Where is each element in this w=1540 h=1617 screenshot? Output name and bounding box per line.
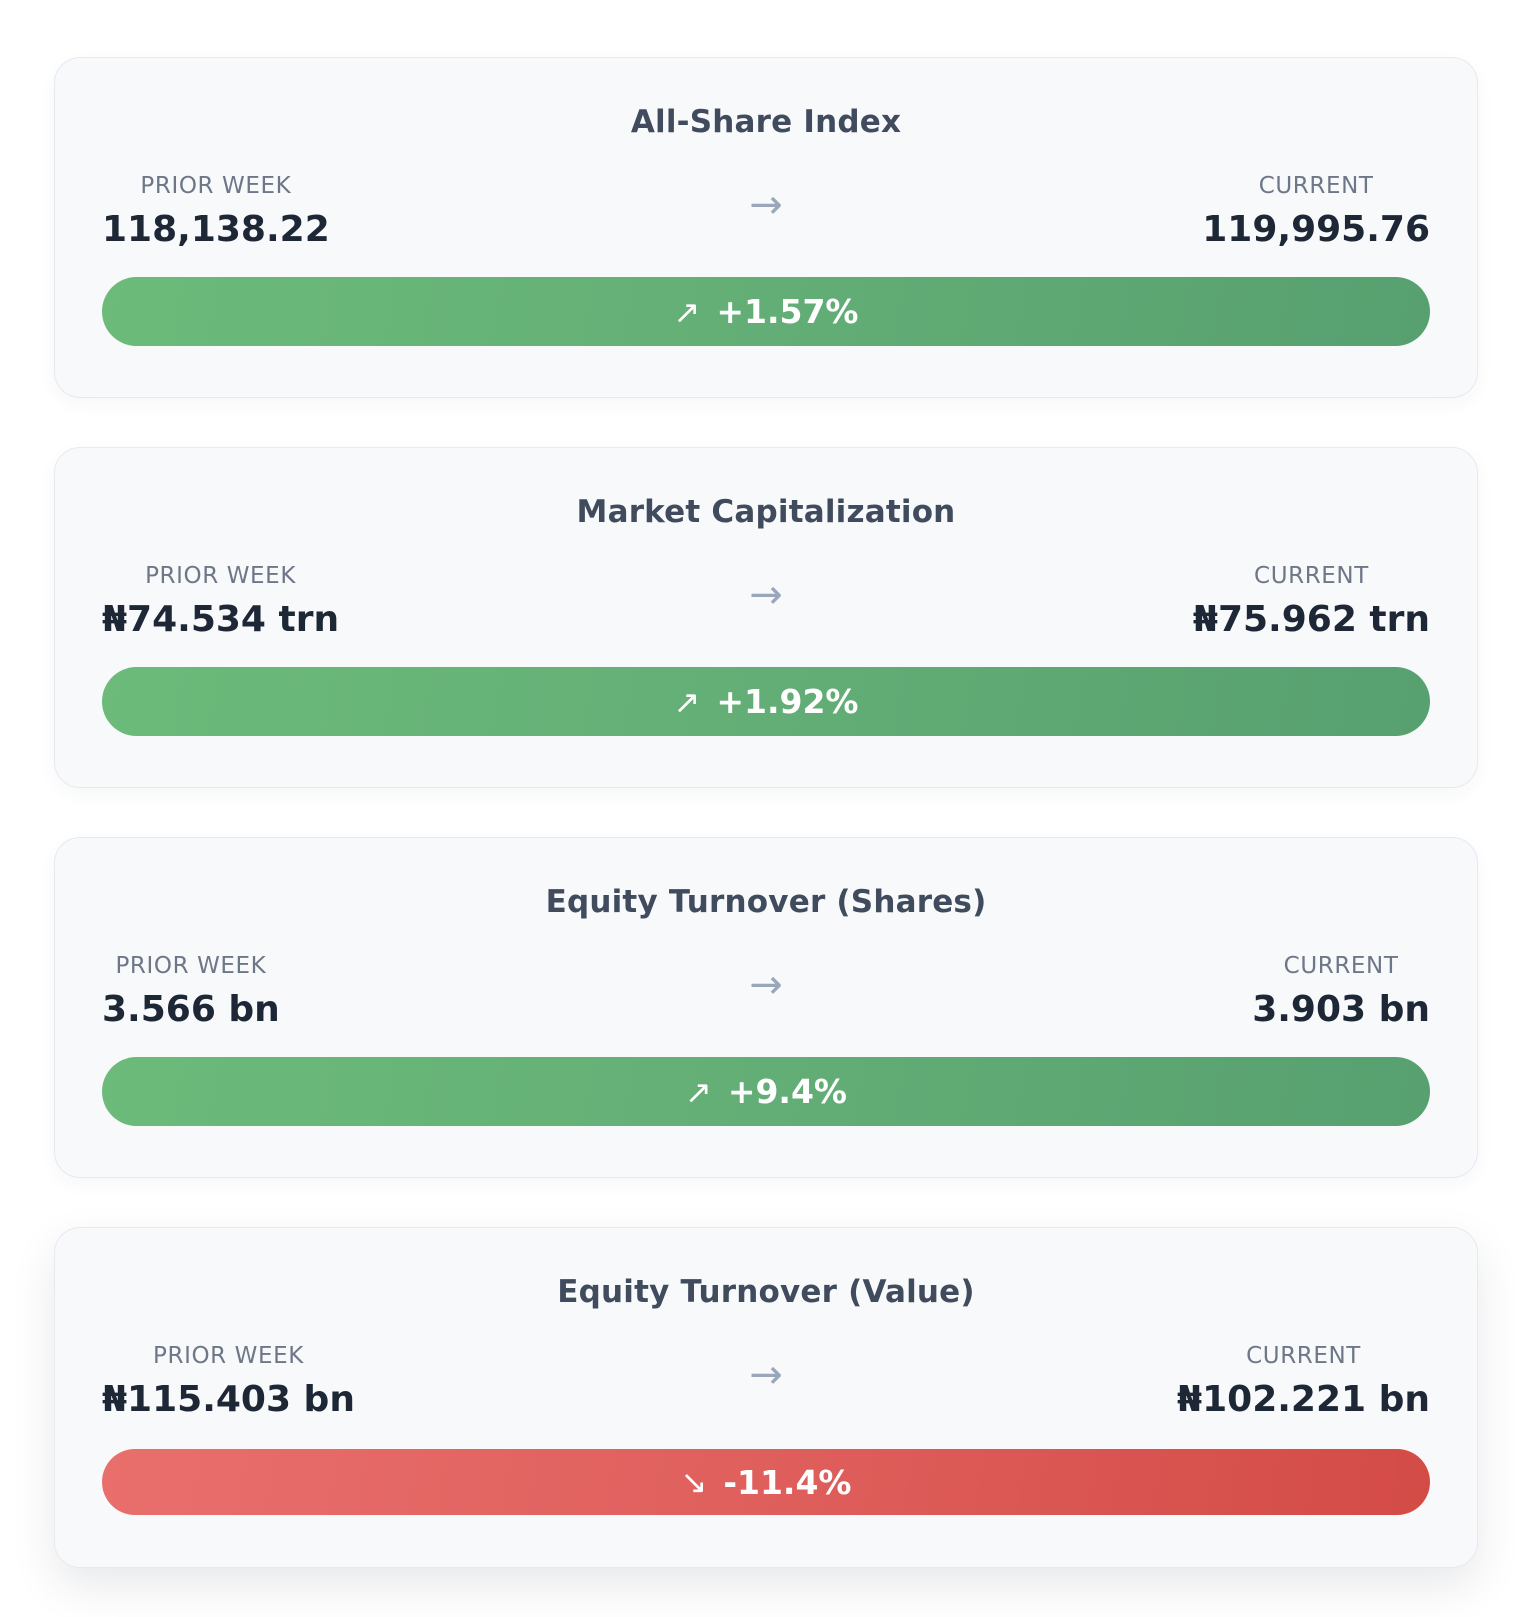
prior-week-block: PRIOR WEEK 118,138.22	[102, 173, 330, 250]
current-label: CURRENT	[1254, 563, 1369, 589]
change-bar: ↗ +1.92%	[102, 667, 1430, 736]
card-equity-turnover-shares: Equity Turnover (Shares) PRIOR WEEK 3.56…	[54, 837, 1478, 1178]
change-value: +1.92%	[716, 682, 859, 721]
card-equity-turnover-value: Equity Turnover (Value) PRIOR WEEK ₦115.…	[54, 1227, 1478, 1568]
current-label: CURRENT	[1283, 953, 1399, 979]
prior-week-block: PRIOR WEEK 3.566 bn	[102, 953, 280, 1030]
change-value: +1.57%	[716, 292, 859, 331]
card-title: All-Share Index	[630, 104, 902, 140]
trend-down-icon: ↘	[680, 1463, 708, 1501]
prior-week-block: PRIOR WEEK ₦115.403 bn	[102, 1343, 355, 1420]
trend-up-icon: ↗	[673, 292, 701, 331]
card-all-share-index: All-Share Index PRIOR WEEK 118,138.22 → …	[54, 57, 1478, 398]
prior-week-value: 118,138.22	[102, 209, 330, 250]
prior-week-value: ₦115.403 bn	[102, 1379, 355, 1420]
prior-week-label: PRIOR WEEK	[145, 563, 296, 589]
change-bar: ↗ +1.57%	[102, 277, 1430, 346]
current-block: CURRENT ₦75.962 trn	[1193, 563, 1430, 640]
change-bar: ↘ -11.4%	[102, 1449, 1430, 1515]
trend-up-icon: ↗	[685, 1072, 712, 1111]
trend-up-icon: ↗	[673, 682, 701, 721]
arrow-right-icon: →	[749, 1352, 783, 1398]
prior-week-label: PRIOR WEEK	[153, 1343, 304, 1369]
arrow-right-icon: →	[749, 572, 783, 618]
card-market-capitalization: Market Capitalization PRIOR WEEK ₦74.534…	[54, 447, 1478, 788]
card-title: Equity Turnover (Value)	[557, 1274, 975, 1310]
prior-week-label: PRIOR WEEK	[115, 953, 267, 979]
card-title: Equity Turnover (Shares)	[545, 884, 987, 920]
current-block: CURRENT ₦102.221 bn	[1177, 1343, 1430, 1420]
prior-week-block: PRIOR WEEK ₦74.534 trn	[102, 563, 339, 640]
change-value: -11.4%	[723, 1462, 852, 1502]
change-value: +9.4%	[727, 1072, 847, 1111]
prior-week-value: 3.566 bn	[102, 989, 280, 1030]
card-title: Market Capitalization	[576, 494, 956, 530]
change-bar: ↗ +9.4%	[102, 1057, 1430, 1126]
current-label: CURRENT	[1258, 173, 1374, 199]
current-value: ₦75.962 trn	[1192, 599, 1430, 640]
metrics-stack: All-Share Index PRIOR WEEK 118,138.22 → …	[54, 57, 1478, 1617]
prior-week-value: ₦74.534 trn	[102, 599, 340, 640]
arrow-right-icon: →	[749, 962, 783, 1008]
current-value: ₦102.221 bn	[1177, 1379, 1430, 1420]
current-block: CURRENT 3.903 bn	[1252, 953, 1430, 1030]
current-label: CURRENT	[1246, 1343, 1361, 1369]
current-value: 119,995.76	[1202, 209, 1430, 250]
prior-week-label: PRIOR WEEK	[140, 173, 292, 199]
current-value: 3.903 bn	[1252, 989, 1430, 1030]
arrow-right-icon: →	[749, 182, 783, 228]
current-block: CURRENT 119,995.76	[1202, 173, 1430, 250]
